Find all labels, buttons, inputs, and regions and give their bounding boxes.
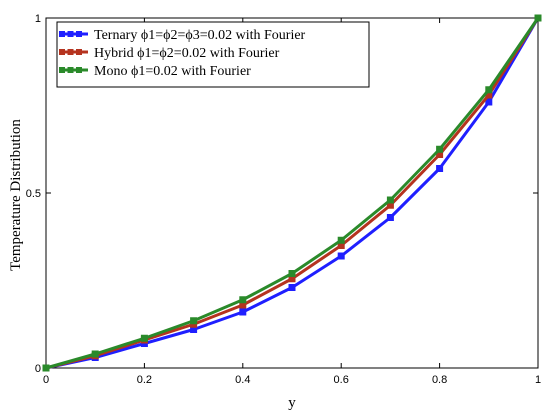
x-tick-label: 0.4: [235, 374, 250, 386]
data-point: [386, 201, 394, 209]
data-point: [140, 334, 148, 342]
legend-marker: [59, 67, 65, 73]
legend-marker: [76, 67, 82, 73]
legend-item-2: Mono ϕ1=0.02 with Fourier: [59, 64, 251, 79]
y-axis-label: Temperature Distribution: [8, 119, 24, 271]
x-tick-label: 0: [43, 374, 49, 386]
legend-marker: [59, 31, 65, 37]
legend-label: Mono ϕ1=0.02 with Fourier: [94, 64, 251, 79]
x-tick-label: 1: [535, 374, 541, 386]
data-point: [42, 364, 50, 372]
data-point: [534, 14, 542, 22]
data-point: [436, 151, 444, 158]
x-axis-label: y: [288, 395, 296, 411]
data-point: [386, 214, 394, 221]
legend-box: [56, 21, 370, 88]
data-point: [239, 308, 247, 316]
series-layer: [42, 14, 542, 372]
data-point: [288, 270, 296, 277]
data-point: [337, 252, 345, 260]
legend-item-1: Hybrid ϕ1=ϕ2=0.02 with Fourier: [59, 46, 280, 61]
data-point: [337, 236, 345, 244]
data-point: [485, 98, 493, 106]
legend-label: Hybrid ϕ1=ϕ2=0.02 with Fourier: [94, 46, 280, 61]
data-point: [288, 284, 296, 291]
x-tick-label: 0.6: [334, 374, 349, 386]
y-tick-label: 1: [35, 13, 41, 25]
data-point: [337, 242, 345, 249]
legend-marker: [76, 31, 82, 37]
data-point: [190, 326, 198, 333]
legend-marker: [67, 31, 74, 37]
data-point: [288, 275, 296, 283]
legend-label: Ternary ϕ1=ϕ2=ϕ3=0.02 with Fourier: [94, 28, 306, 43]
legend-marker: [59, 49, 65, 55]
data-point: [485, 86, 493, 94]
data-point: [190, 317, 198, 325]
x-tick-label: 0.8: [432, 374, 447, 386]
data-point: [91, 350, 99, 358]
y-tick-label: 0.5: [26, 188, 41, 200]
legend-marker: [76, 49, 82, 55]
y-tick-label: 0: [35, 363, 41, 375]
data-point: [239, 301, 247, 309]
data-point: [386, 196, 394, 204]
legend-item-0: Ternary ϕ1=ϕ2=ϕ3=0.02 with Fourier: [59, 28, 306, 43]
series-2: [42, 14, 542, 372]
data-point: [436, 165, 444, 172]
legend: Ternary ϕ1=ϕ2=ϕ3=0.02 with Fourier Hybrid…: [56, 21, 370, 88]
data-point: [436, 145, 444, 153]
legend-marker: [67, 67, 74, 73]
data-point: [485, 91, 493, 99]
legend-marker: [67, 49, 74, 55]
x-tick-label: 0.2: [137, 374, 152, 386]
data-point: [239, 296, 247, 304]
